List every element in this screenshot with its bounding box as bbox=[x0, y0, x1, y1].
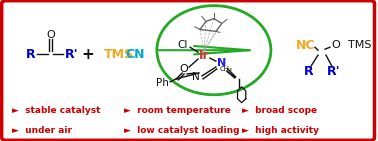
Text: ►  low catalyst loading: ► low catalyst loading bbox=[124, 126, 240, 135]
Text: Ph: Ph bbox=[156, 78, 169, 88]
Text: R': R' bbox=[65, 48, 79, 61]
Text: ►  room temperature: ► room temperature bbox=[124, 106, 231, 115]
Text: ►  high activity: ► high activity bbox=[242, 126, 319, 135]
Text: R': R' bbox=[327, 65, 341, 79]
Text: Cl: Cl bbox=[177, 40, 187, 50]
Text: CN: CN bbox=[125, 48, 145, 61]
Text: ►  under air: ► under air bbox=[12, 126, 72, 135]
FancyBboxPatch shape bbox=[2, 1, 375, 140]
Text: N: N bbox=[192, 72, 200, 82]
Text: O: O bbox=[180, 64, 189, 74]
Text: +: + bbox=[82, 47, 94, 62]
Text: CH₃: CH₃ bbox=[219, 66, 232, 72]
Text: ►  stable catalyst: ► stable catalyst bbox=[12, 106, 101, 115]
Text: Ir: Ir bbox=[199, 49, 209, 62]
Ellipse shape bbox=[157, 6, 271, 95]
Text: TMS: TMS bbox=[348, 40, 371, 50]
Text: R: R bbox=[304, 65, 314, 79]
Text: O: O bbox=[332, 40, 340, 50]
Text: ►  broad scope: ► broad scope bbox=[242, 106, 318, 115]
Text: N: N bbox=[217, 58, 226, 68]
Text: NC: NC bbox=[296, 39, 316, 52]
Text: R: R bbox=[26, 48, 35, 61]
Text: O: O bbox=[46, 30, 55, 40]
Text: TMS: TMS bbox=[104, 48, 134, 61]
